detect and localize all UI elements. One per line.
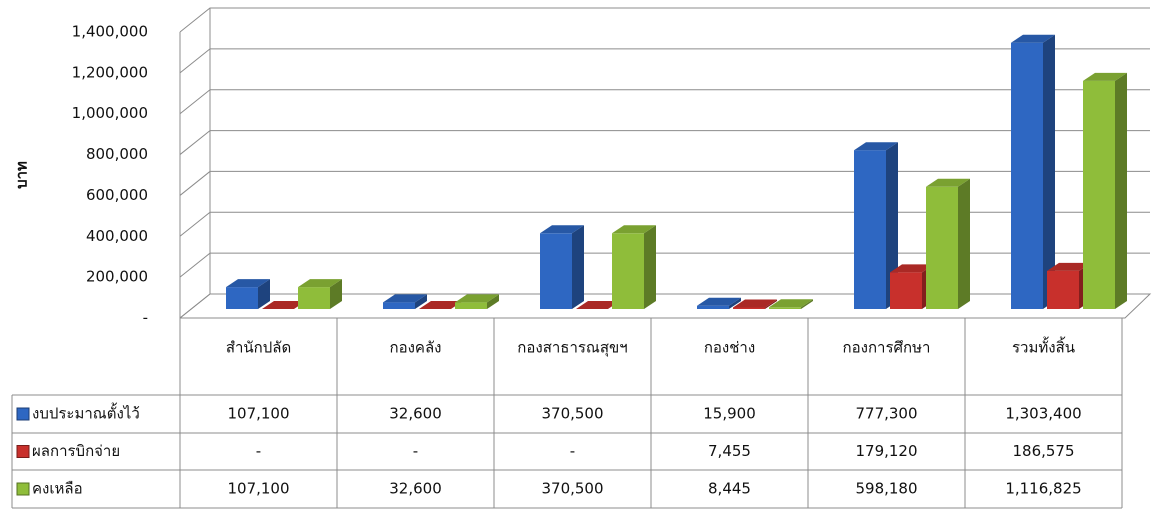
bar-top <box>854 142 898 151</box>
bar-side <box>415 294 427 309</box>
table-value: 107,100 <box>227 405 289 423</box>
table-value: 107,100 <box>227 480 289 498</box>
bar <box>733 307 765 309</box>
bar-side <box>729 297 741 309</box>
table-value: - <box>256 442 261 460</box>
legend-swatch <box>16 482 30 496</box>
table-value: 1,116,825 <box>1005 480 1081 498</box>
table-value: 777,300 <box>855 405 917 423</box>
table-value: 32,600 <box>389 480 442 498</box>
grid-line <box>179 211 1150 237</box>
bar-side <box>801 299 813 309</box>
bar <box>1011 42 1043 309</box>
bar <box>383 302 415 309</box>
bar <box>697 305 729 309</box>
grid-line <box>179 293 1150 319</box>
grid-line <box>179 48 1150 74</box>
bar-side <box>330 279 342 309</box>
bar-side <box>487 294 499 309</box>
bar <box>854 150 886 309</box>
y-tick-label: 200,000 <box>86 268 148 286</box>
y-tick-label: 1,000,000 <box>72 104 148 122</box>
legend-swatch <box>16 407 30 421</box>
bar <box>612 233 644 309</box>
bar-top <box>926 178 970 187</box>
table-value: 7,455 <box>708 442 751 460</box>
bar-top <box>226 279 270 288</box>
category-label: กองสาธารณสุขฯ <box>517 339 627 358</box>
bar-top <box>733 299 777 308</box>
legend-swatch <box>16 445 30 458</box>
bar-top <box>455 294 499 303</box>
bar-top <box>576 301 620 309</box>
category-label: สำนักปลัด <box>226 339 291 357</box>
y-tick-label: - <box>143 309 148 327</box>
bar-side <box>644 225 656 309</box>
bar-top <box>1011 34 1055 43</box>
table-value: 370,500 <box>541 480 603 498</box>
bar-top <box>769 299 813 308</box>
grid-line <box>179 89 1150 115</box>
bar-side <box>1043 34 1055 309</box>
bar <box>926 186 958 309</box>
table-value: 186,575 <box>1012 442 1074 460</box>
bar <box>1083 80 1115 310</box>
category-label: กองคลัง <box>390 339 442 357</box>
bar-side <box>1115 72 1127 310</box>
table-value: 8,445 <box>708 480 751 498</box>
bar <box>1047 270 1079 309</box>
y-tick-label: 1,400,000 <box>72 23 148 41</box>
bar-top <box>540 225 584 234</box>
bar <box>226 287 258 309</box>
bar <box>890 272 922 309</box>
bar <box>298 287 330 309</box>
legend-label: คงเหลือ <box>32 480 83 498</box>
category-label: กองช่าง <box>704 339 755 357</box>
table-value: 1,303,400 <box>1005 405 1081 423</box>
bar-side <box>958 178 970 309</box>
table-value: 179,120 <box>855 442 917 460</box>
table-value: 32,600 <box>389 405 442 423</box>
bar-side <box>886 142 898 309</box>
bar-side <box>258 279 270 309</box>
y-tick-label: 800,000 <box>86 145 148 163</box>
table-value: 598,180 <box>855 480 917 498</box>
bar-top <box>419 301 463 309</box>
bar-top <box>890 264 934 273</box>
table-value: 370,500 <box>541 405 603 423</box>
category-label: กองการศึกษา <box>843 339 931 357</box>
table-value: - <box>570 442 575 460</box>
bar <box>455 302 487 309</box>
legend-label: งบประมาณตั้งไว้ <box>32 403 140 423</box>
grid-line <box>179 130 1150 155</box>
bar-top <box>262 301 306 309</box>
bar-top <box>697 297 741 306</box>
bar-top <box>298 279 342 288</box>
grid-line <box>179 7 1150 33</box>
table-value: - <box>413 442 418 460</box>
y-tick-label: 400,000 <box>86 227 148 245</box>
grid-line <box>179 252 1150 278</box>
table-value: 15,900 <box>703 405 756 423</box>
bar <box>540 233 572 309</box>
bar-side <box>765 299 777 309</box>
bar-top <box>1083 72 1127 81</box>
bar-side <box>572 225 584 309</box>
bar-top <box>1047 262 1091 271</box>
bar-top <box>612 225 656 234</box>
bar <box>769 307 801 309</box>
y-axis-label: บาท <box>13 161 31 189</box>
legend-label: ผลการบิกจ่าย <box>32 442 120 460</box>
bar-top <box>383 294 427 303</box>
grid-line <box>179 170 1150 196</box>
category-label: รวมทั้งสิ้น <box>1012 337 1075 357</box>
y-tick-label: 1,200,000 <box>72 63 148 81</box>
y-tick-label: 600,000 <box>86 186 148 204</box>
